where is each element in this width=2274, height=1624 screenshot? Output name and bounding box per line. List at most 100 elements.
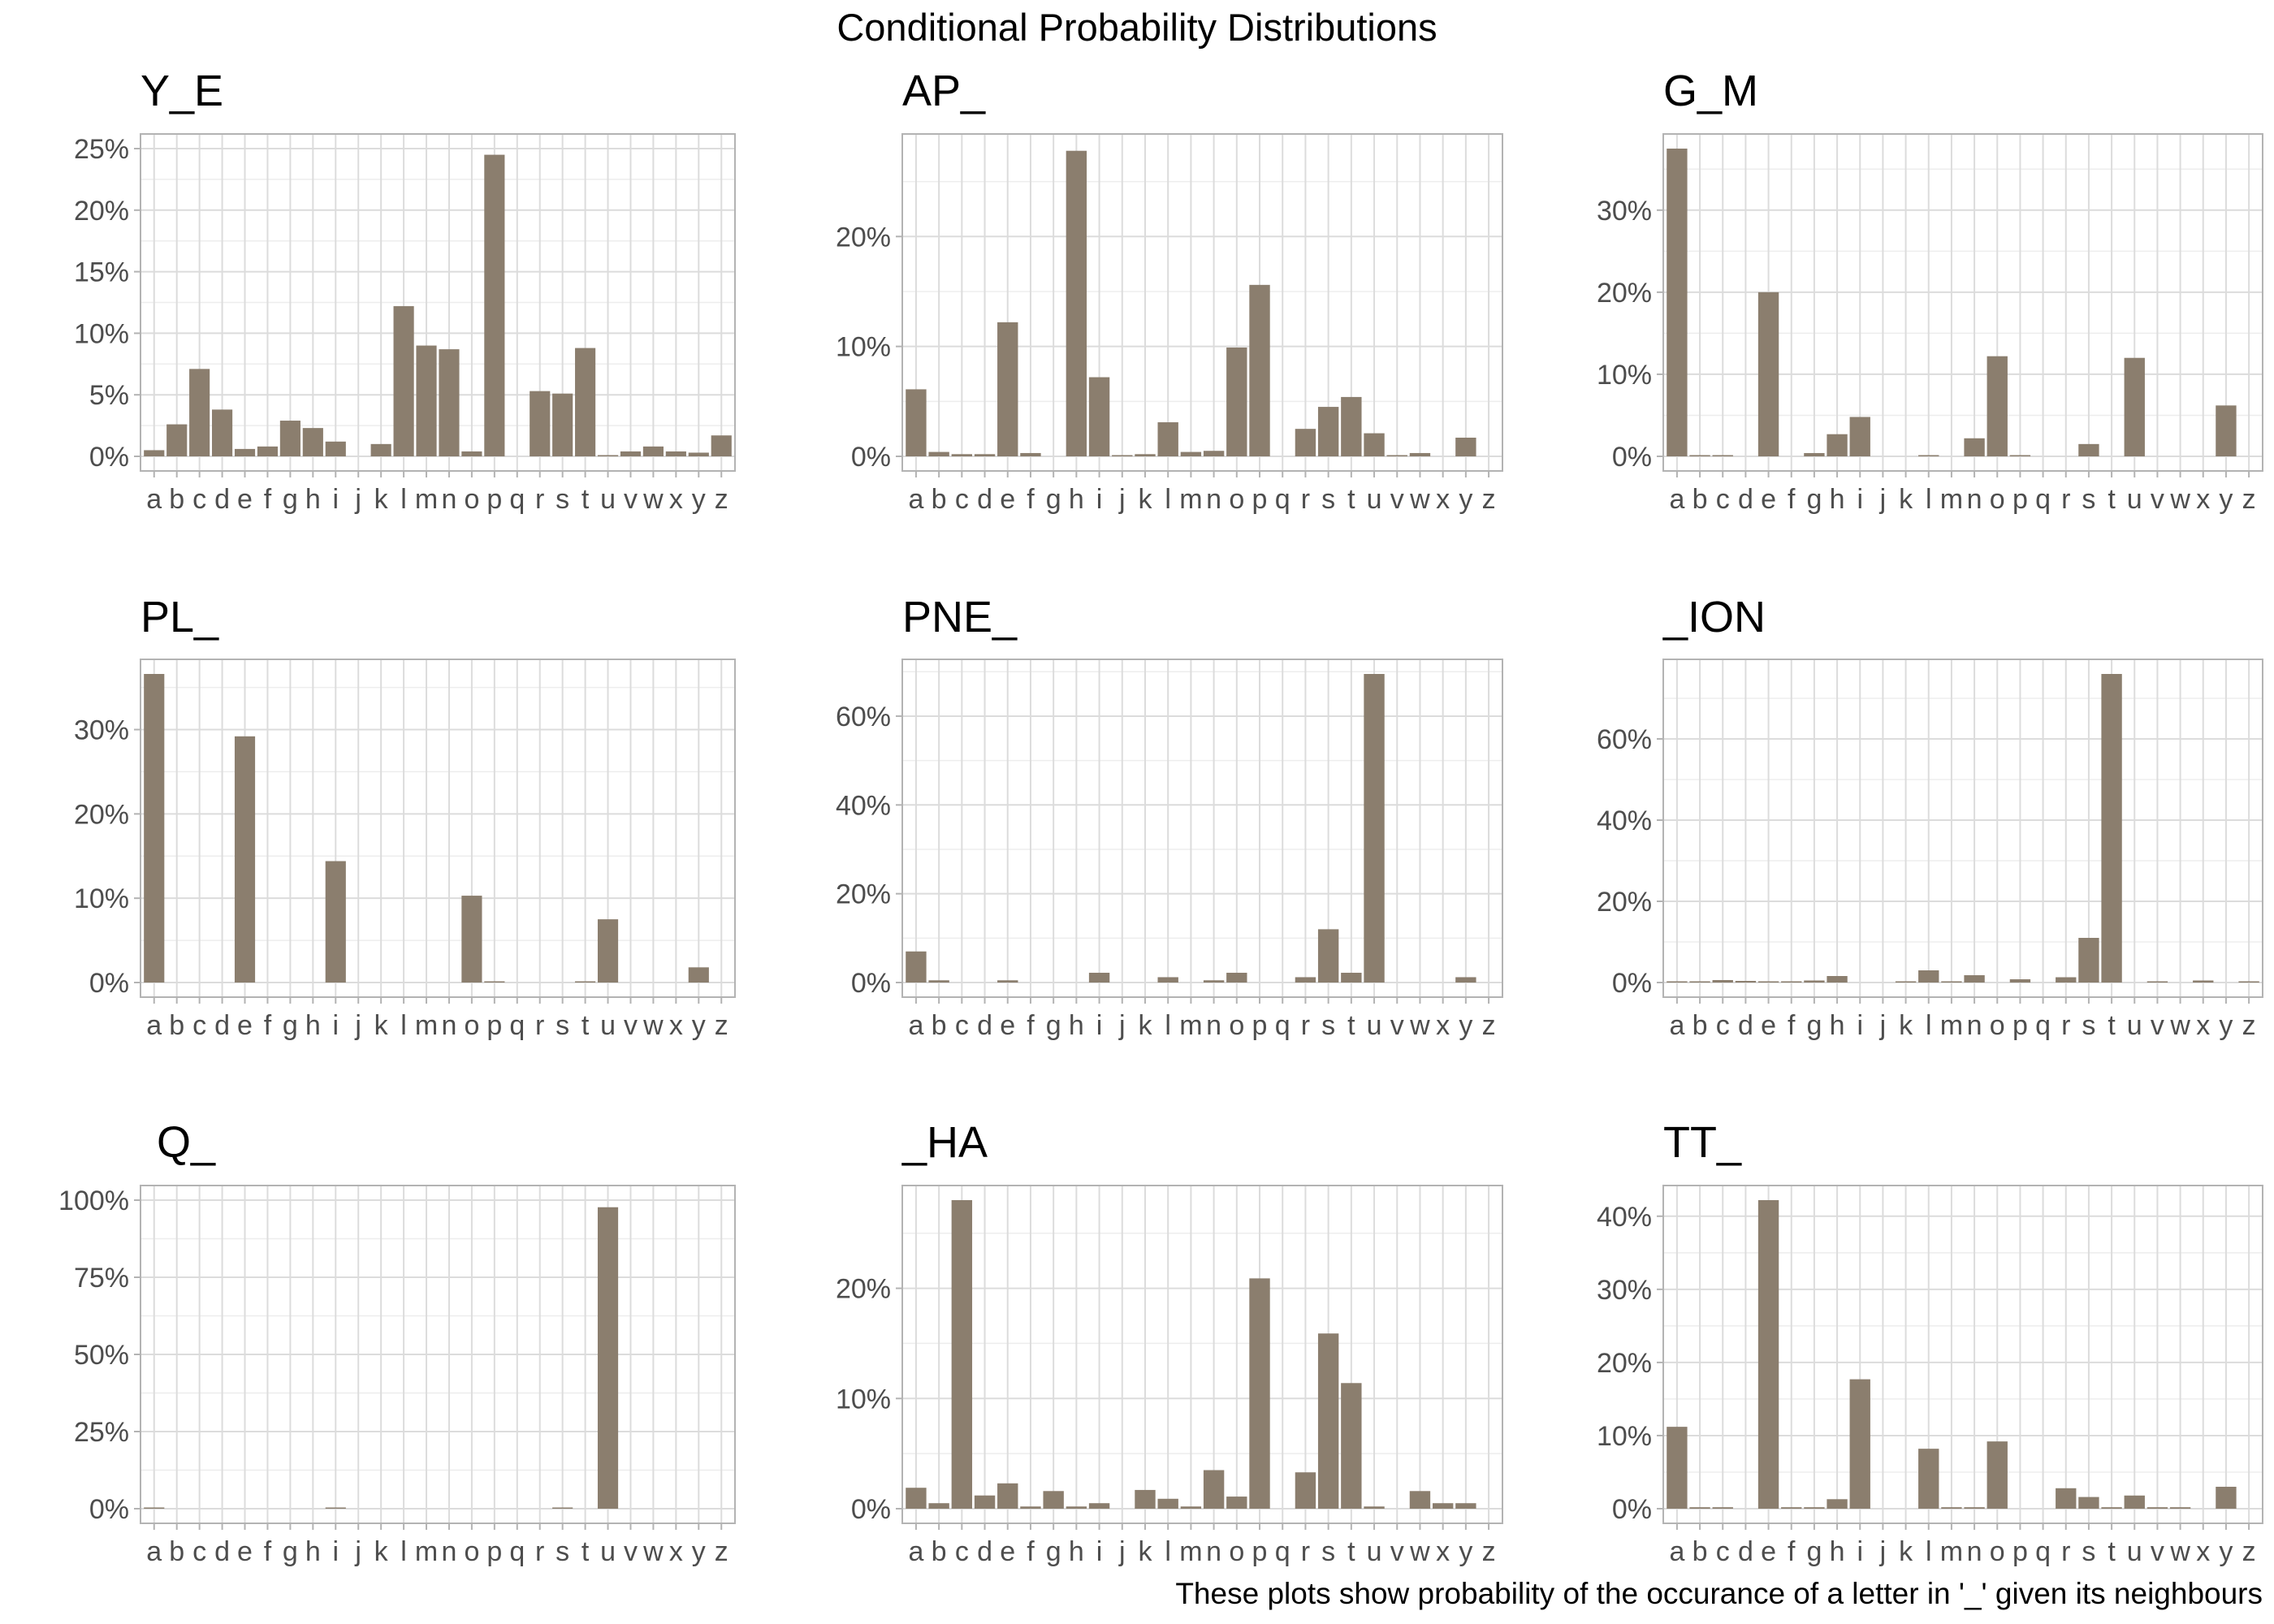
bar-n bbox=[1964, 438, 1985, 456]
x-tick-label: l bbox=[1926, 1010, 1932, 1041]
x-tick-label: q bbox=[509, 1536, 525, 1567]
bar-t bbox=[575, 348, 596, 456]
x-tick-label: v bbox=[624, 1536, 638, 1567]
x-tick-label: s bbox=[556, 484, 569, 515]
x-tick-label: y bbox=[692, 1010, 706, 1041]
panel-frame bbox=[901, 133, 1503, 472]
bar-t bbox=[1341, 1383, 1362, 1509]
x-tick-label: c bbox=[192, 1010, 206, 1041]
x-tick-label: j bbox=[1118, 484, 1126, 515]
x-tick-label: y bbox=[2219, 1010, 2233, 1041]
x-tick-label: i bbox=[1857, 1536, 1863, 1567]
bar-b bbox=[928, 1503, 949, 1509]
x-tick-label: h bbox=[305, 1010, 321, 1041]
bar-u bbox=[597, 455, 619, 456]
bar-c bbox=[951, 454, 973, 456]
x-tick-label: s bbox=[1321, 484, 1335, 515]
x-tick-label: k bbox=[374, 1010, 389, 1041]
bar-e bbox=[234, 448, 256, 456]
x-tick-label: a bbox=[908, 1010, 923, 1041]
x-tick-label: w bbox=[2169, 1010, 2190, 1041]
bar-l bbox=[393, 306, 414, 456]
bar-y bbox=[2216, 405, 2237, 456]
bar-i bbox=[325, 861, 346, 983]
bar-e bbox=[997, 322, 1018, 456]
x-tick-label: j bbox=[354, 484, 361, 515]
x-tick-label: f bbox=[264, 1536, 272, 1567]
bar-u bbox=[597, 919, 619, 983]
x-tick-label: z bbox=[715, 484, 728, 515]
x-tick-label: j bbox=[1879, 1010, 1887, 1041]
y-tick-label: 10% bbox=[74, 883, 129, 914]
bar-u bbox=[1364, 1506, 1385, 1509]
bar-x bbox=[1432, 1503, 1454, 1509]
y-tick-label: 60% bbox=[836, 702, 891, 732]
y-tick-label: 0% bbox=[851, 1494, 891, 1525]
x-tick-label: g bbox=[1806, 1010, 1822, 1041]
bar-t bbox=[575, 981, 596, 983]
x-tick-label: o bbox=[1990, 484, 2005, 515]
panel-title: Y_E bbox=[141, 67, 223, 115]
x-tick-label: v bbox=[1390, 1536, 1404, 1567]
panel-frame bbox=[140, 659, 736, 998]
x-tick-label: v bbox=[624, 1010, 638, 1041]
bar-h bbox=[1827, 1499, 1848, 1509]
x-tick-label: v bbox=[2151, 484, 2164, 515]
x-tick-label: f bbox=[1788, 1536, 1796, 1567]
x-tick-label: x bbox=[2196, 484, 2210, 515]
x-tick-label: e bbox=[237, 1536, 253, 1567]
bar-p bbox=[2009, 455, 2031, 456]
x-tick-label: z bbox=[1482, 484, 1496, 515]
x-tick-label: g bbox=[283, 484, 298, 515]
x-tick-label: c bbox=[192, 1536, 206, 1567]
x-tick-label: i bbox=[332, 1536, 339, 1567]
y-tick-label: 40% bbox=[836, 790, 891, 821]
bar-r bbox=[1295, 429, 1316, 456]
bar-a bbox=[1667, 149, 1688, 456]
bars bbox=[144, 154, 732, 456]
x-tick-label: p bbox=[2012, 484, 2028, 515]
x-tick-label: u bbox=[1367, 1010, 1382, 1041]
x-tick-label: e bbox=[1000, 1536, 1015, 1567]
x-tick-label: f bbox=[1027, 1010, 1035, 1041]
bar-r bbox=[1295, 977, 1316, 983]
x-tick-label: d bbox=[1738, 1010, 1753, 1041]
x-tick-label: j bbox=[1118, 1536, 1126, 1567]
bar-b bbox=[166, 424, 188, 456]
panel-title: G_M bbox=[1663, 67, 1758, 115]
x-tick-label: x bbox=[2196, 1010, 2210, 1041]
x-tick-label: i bbox=[1096, 1010, 1103, 1041]
bar-e bbox=[997, 1483, 1018, 1509]
x-tick-label: r bbox=[2061, 1010, 2070, 1041]
x-tick-label: v bbox=[2151, 1010, 2164, 1041]
x-tick-label: m bbox=[1179, 484, 1202, 515]
x-tick-label: b bbox=[932, 1010, 947, 1041]
x-tick-label: d bbox=[214, 1010, 230, 1041]
x-tick-label: r bbox=[535, 1010, 544, 1041]
x-tick-label: m bbox=[415, 1536, 438, 1567]
x-tick-label: o bbox=[464, 1010, 479, 1041]
bar-l bbox=[1918, 455, 1939, 456]
panel-frame bbox=[1662, 659, 2263, 998]
y-tick-label: 20% bbox=[1597, 1348, 1652, 1379]
x-tick-label: x bbox=[1436, 1010, 1450, 1041]
bar-i bbox=[1088, 1503, 1110, 1509]
bar-g bbox=[1804, 452, 1825, 456]
x-tick-label: b bbox=[1693, 484, 1708, 515]
x-tick-label: r bbox=[1301, 484, 1310, 515]
bar-l bbox=[1157, 977, 1178, 983]
bars bbox=[144, 1207, 619, 1509]
panel-2: AP_ 0% 10% 20% a b c d e f g h i j k l m n o p q r s t u v w x y z bbox=[836, 67, 1503, 515]
x-tick-label: c bbox=[955, 1010, 969, 1041]
bar-n bbox=[1964, 975, 1985, 983]
x-tick-label: c bbox=[1716, 1010, 1730, 1041]
x-tick-label: x bbox=[2196, 1536, 2210, 1567]
x-tick-label: t bbox=[581, 1010, 590, 1041]
x-tick-label: p bbox=[1252, 484, 1268, 515]
bar-a bbox=[144, 450, 165, 456]
bar-e bbox=[234, 736, 256, 983]
x-tick-label: p bbox=[1252, 1536, 1268, 1567]
x-tick-label: w bbox=[1409, 1536, 1430, 1567]
x-tick-label: n bbox=[442, 484, 457, 515]
bar-p bbox=[1249, 284, 1270, 456]
